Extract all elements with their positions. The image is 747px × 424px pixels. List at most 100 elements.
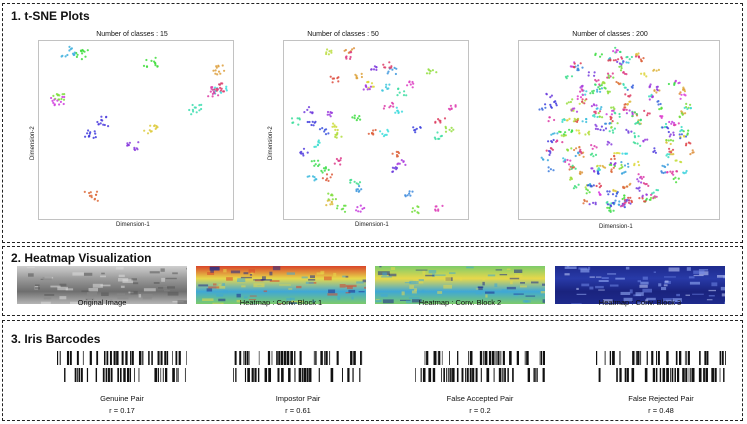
tsne-point — [642, 139, 645, 142]
tsne-point — [660, 170, 663, 173]
tsne-point — [626, 162, 630, 165]
tsne-cluster — [669, 170, 679, 175]
tsne-point — [615, 152, 618, 155]
tsne-point — [356, 206, 359, 209]
tsne-point — [677, 177, 680, 180]
tsne-point — [215, 89, 218, 92]
original-iris-image — [17, 266, 187, 304]
tsne-point — [327, 179, 330, 182]
tsne-cluster — [555, 139, 564, 144]
tsne-point — [689, 153, 692, 156]
tsne-cluster — [584, 130, 591, 136]
tsne-point — [68, 45, 71, 48]
heatmap-section-title: 2. Heatmap Visualization — [11, 251, 152, 265]
tsne-point — [382, 107, 385, 110]
tsne-cluster — [404, 190, 414, 198]
tsne-point — [577, 151, 580, 154]
tsne-cluster — [641, 193, 648, 199]
tsne-point — [337, 159, 341, 163]
tsne-cluster — [632, 141, 642, 147]
tsne-cluster — [660, 170, 667, 175]
tsne-point — [626, 88, 629, 91]
tsne-point — [314, 145, 317, 148]
tsne-cluster — [411, 205, 420, 215]
tsne-cluster — [678, 133, 688, 140]
tsne-point — [679, 130, 682, 133]
tsne-point — [326, 113, 329, 116]
tsne-point — [604, 127, 608, 130]
tsne-cluster — [553, 100, 558, 107]
tsne-point — [300, 150, 303, 153]
tsne-cluster — [83, 190, 99, 202]
tsne-point — [323, 130, 326, 133]
tsne-point — [656, 189, 660, 192]
tsne-point — [200, 107, 203, 111]
tsne-point — [562, 157, 565, 160]
tsne-point — [86, 49, 89, 52]
tsne-point — [331, 125, 334, 128]
tsne-point — [428, 69, 431, 72]
tsne-point — [549, 168, 552, 171]
tsne-point — [95, 190, 99, 193]
tsne-point — [606, 206, 609, 209]
tsne-cluster — [633, 160, 641, 167]
tsne-point — [397, 87, 400, 91]
tsne-point — [403, 90, 406, 93]
tsne-cluster — [622, 71, 628, 76]
tsne-cluster — [650, 193, 658, 200]
tsne-point — [640, 177, 644, 180]
tsne-point — [296, 117, 299, 120]
tsne-point — [391, 170, 394, 173]
tsne-point — [145, 65, 149, 68]
tsne-point — [678, 133, 681, 136]
tsne-point — [641, 194, 644, 197]
tsne-cluster — [674, 159, 683, 164]
heatmap-conv-block-3 — [555, 266, 725, 304]
tsne-cluster — [570, 164, 577, 170]
tsne-point — [314, 163, 317, 166]
tsne-point — [595, 107, 598, 110]
tsne-point — [661, 126, 664, 129]
tsne-point — [594, 153, 598, 156]
tsne-cluster — [391, 166, 399, 173]
tsne-cluster — [679, 93, 687, 100]
tsne-point — [653, 195, 656, 198]
tsne-point — [684, 135, 688, 138]
tsne-point — [670, 153, 674, 156]
tsne-point — [398, 91, 401, 94]
tsne-point — [617, 58, 620, 61]
tsne-point — [573, 107, 576, 110]
tsne-point — [667, 139, 670, 142]
tsne-cluster — [656, 100, 662, 106]
tsne-point — [591, 152, 594, 155]
tsne-ylabel-15: Dimension-2 — [30, 126, 36, 160]
tsne-cluster — [581, 117, 588, 124]
tsne-cluster — [621, 194, 626, 201]
tsne-cluster — [564, 158, 572, 166]
tsne-point — [646, 112, 649, 115]
tsne-point — [576, 95, 579, 98]
tsne-cluster — [596, 170, 600, 175]
tsne-point — [675, 181, 678, 184]
tsne-cluster — [626, 84, 635, 91]
tsne-cluster — [52, 93, 66, 101]
tsne-point — [578, 132, 581, 135]
tsne-point — [594, 78, 597, 82]
tsne-point — [137, 141, 140, 144]
tsne-point — [615, 51, 618, 54]
tsne-point — [609, 75, 612, 78]
tsne-point — [360, 75, 363, 79]
tsne-point — [640, 181, 643, 184]
tsne-point — [686, 133, 689, 136]
tsne-cluster — [648, 83, 652, 89]
tsne-point — [573, 62, 576, 65]
tsne-point — [411, 210, 414, 213]
tsne-cluster — [613, 151, 621, 155]
tsne-cluster — [636, 176, 643, 184]
tsne-point — [308, 120, 311, 124]
tsne-cluster — [75, 48, 89, 61]
tsne-point — [683, 93, 686, 96]
tsne-point — [349, 181, 352, 184]
tsne-cluster — [622, 82, 627, 89]
tsne-point — [666, 153, 669, 156]
